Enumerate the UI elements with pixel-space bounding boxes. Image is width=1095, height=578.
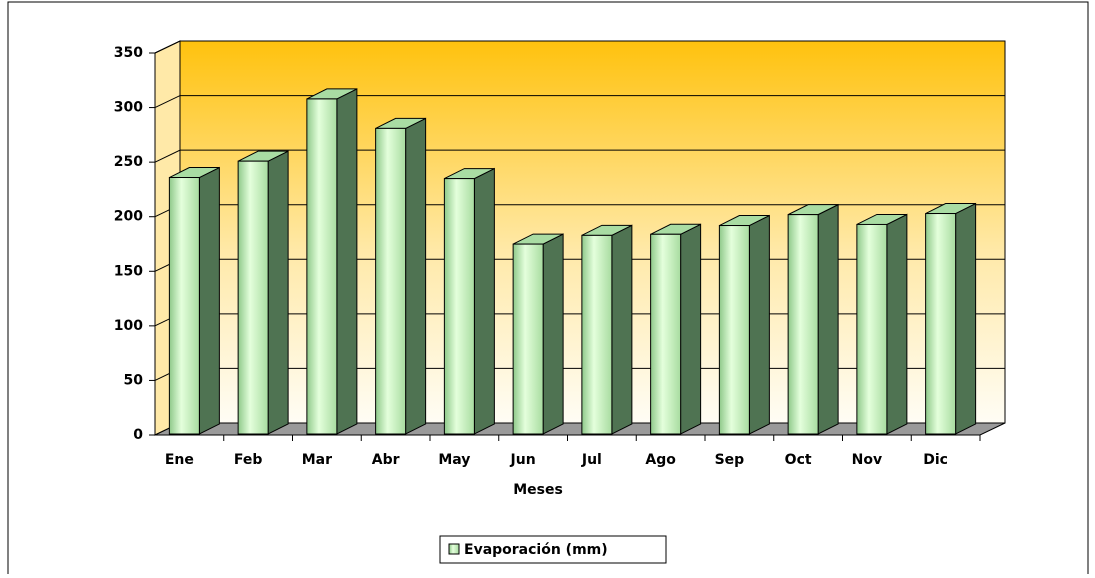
bar [306, 98, 338, 435]
x-tick-label: Oct [785, 452, 812, 468]
y-tick-label: 200 [114, 209, 143, 225]
x-tick-label: Jun [510, 452, 536, 468]
grid-line [154, 40, 1005, 54]
y-tick-label: 100 [114, 318, 143, 334]
bar [718, 225, 750, 435]
x-tick-label: Mar [302, 452, 332, 468]
bar-side [473, 167, 495, 435]
x-tick-label: May [438, 452, 470, 468]
grid-line [154, 149, 1005, 163]
bar [512, 243, 544, 435]
bar-side [680, 223, 702, 435]
bar [787, 214, 819, 435]
x-tick-label: Nov [852, 452, 882, 468]
bar [925, 213, 957, 435]
x-tick-label: Sep [715, 452, 745, 468]
y-tick-label: 50 [124, 372, 144, 388]
bar-side [542, 233, 564, 435]
x-tick-label: Abr [372, 452, 400, 468]
x-tick-label: Jul [581, 452, 602, 468]
x-axis-title: Meses [513, 482, 563, 498]
y-tick-label: 300 [114, 100, 143, 116]
y-tick-label: 150 [114, 263, 143, 279]
legend-label: Evaporación (mm) [464, 542, 608, 558]
y-tick-label: 0 [133, 427, 143, 443]
bar [237, 160, 269, 435]
x-tick-label: Ene [165, 452, 194, 468]
bar-side [405, 117, 427, 435]
bar-side [336, 88, 358, 435]
bar [856, 223, 888, 435]
x-tick-label: Dic [923, 452, 948, 468]
x-tick-label: Ago [645, 452, 676, 468]
bar-side [611, 224, 633, 435]
x-tick-label: Feb [234, 452, 263, 468]
bar-side [748, 214, 770, 435]
bar [443, 178, 475, 435]
bar-side [817, 203, 839, 435]
legend-box [439, 535, 667, 564]
bar-side [955, 202, 977, 435]
legend-swatch [448, 543, 460, 555]
frame [7, 1, 1089, 578]
bar [375, 127, 407, 435]
bar [168, 177, 200, 435]
y-tick-label: 350 [114, 45, 143, 61]
grid-line [154, 95, 1005, 109]
bar-side [886, 213, 908, 435]
bar-side [198, 166, 220, 435]
bar [650, 233, 682, 435]
y-tick-label: 250 [114, 154, 143, 170]
bar-side [267, 150, 289, 435]
bar [581, 234, 613, 435]
